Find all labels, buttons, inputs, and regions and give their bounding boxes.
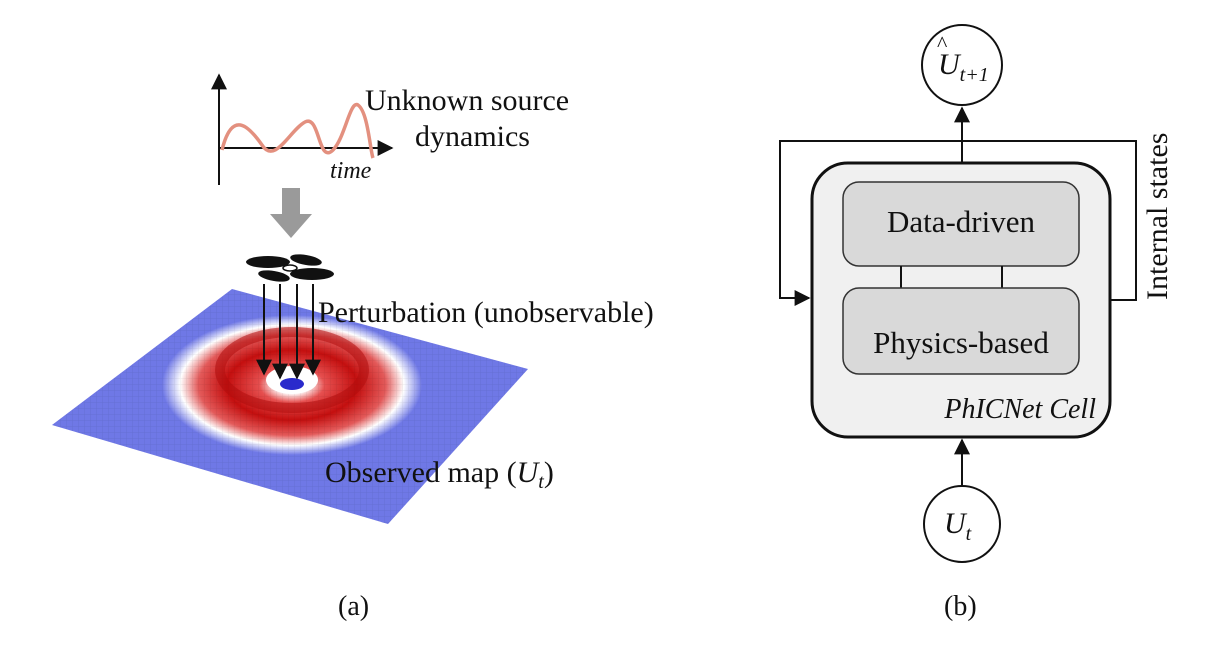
- down-arrow-icon: [270, 188, 312, 238]
- output-symbol: U: [938, 48, 962, 81]
- observed-symbol: U: [517, 456, 541, 489]
- observed-subscript: t: [538, 471, 544, 493]
- observed-label-suffix: ): [544, 456, 554, 489]
- input-symbol: U: [944, 507, 968, 540]
- panel-b: Ut+1 ^ Data-driven Physics-based PhICNet…: [779, 24, 1174, 622]
- internal-states-loop: [779, 140, 1137, 306]
- observed-label-prefix: Observed map (: [325, 456, 517, 489]
- panel-a: time Unknown source dynamics: [52, 73, 654, 622]
- internal-states-label: Internal states: [1141, 133, 1174, 300]
- source-label-line2: dynamics: [415, 120, 530, 153]
- physics-based-box: [842, 287, 1080, 375]
- source-label-line1: Unknown source: [365, 84, 569, 117]
- physics-based-label: Physics-based: [873, 325, 1049, 360]
- caption-b: (b): [944, 591, 977, 622]
- data-driven-box: [842, 181, 1080, 267]
- perturbation-label: Perturbation (unobservable): [318, 296, 654, 329]
- output-node-label: Ut+1: [938, 48, 989, 86]
- observed-surface-map: [52, 289, 528, 524]
- perturbation-arrows: [256, 284, 321, 380]
- cell-label: PhICNet Cell: [943, 394, 1096, 425]
- observed-map-label: Observed map (Ut): [325, 456, 554, 493]
- input-subscript: t: [966, 523, 972, 545]
- input-node-label: Ut: [944, 507, 972, 545]
- time-axis-label: time: [330, 158, 372, 184]
- output-subscript: t+1: [960, 64, 989, 86]
- caption-a: (a): [338, 591, 369, 622]
- propeller-icon: [246, 254, 334, 282]
- source-wave-line: [220, 103, 375, 159]
- input-node: [923, 485, 1001, 563]
- output-node: [921, 24, 1003, 106]
- hat-icon: ^: [937, 31, 948, 56]
- data-driven-label: Data-driven: [887, 204, 1036, 239]
- source-dynamics-plot: time: [211, 73, 394, 185]
